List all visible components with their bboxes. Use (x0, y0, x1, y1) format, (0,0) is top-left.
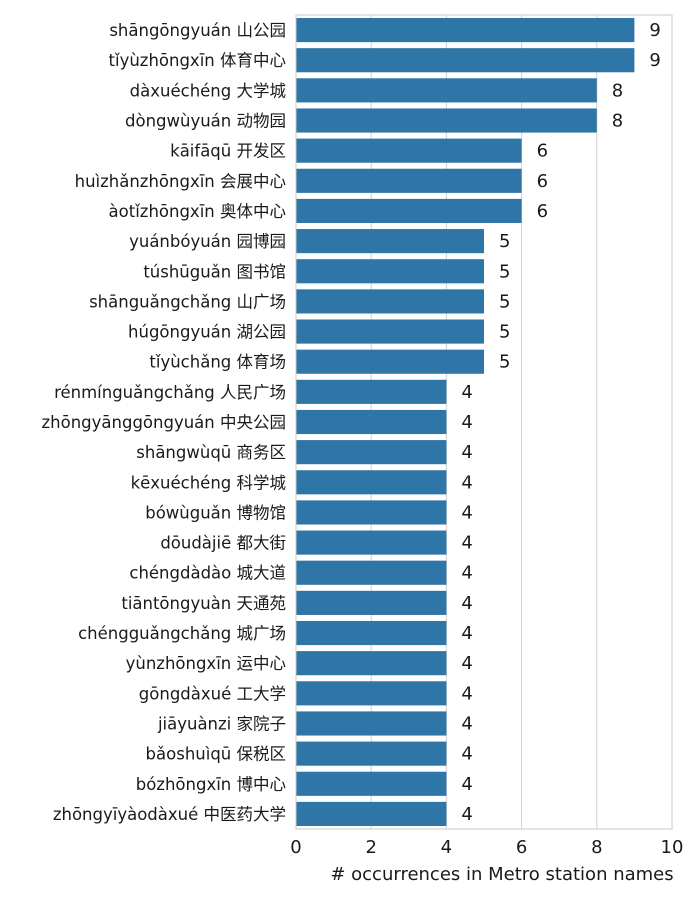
category-label: dàxuéchéng 大学城 (130, 81, 286, 100)
category-label: jiāyuànzi 家院子 (157, 714, 286, 733)
x-tick-label: 0 (290, 837, 301, 858)
x-tick-labels: 0 2 4 6 8 10 (290, 837, 683, 858)
category-label: túshūguǎn 图书馆 (143, 262, 286, 281)
value-label: 5 (499, 261, 510, 282)
category-label: bózhōngxīn 博中心 (136, 775, 286, 794)
bar (296, 741, 447, 766)
value-label: 4 (461, 653, 472, 674)
bar (296, 440, 447, 465)
value-label: 4 (461, 713, 472, 734)
category-label: tǐyùchǎng 体育场 (149, 353, 286, 372)
value-labels: 9 9 8 8 6 6 6 5 5 5 5 5 4 4 4 4 4 4 4 4 4 4 4 4 4 4 4 (461, 20, 660, 825)
plot-frame (295, 14, 673, 830)
value-label: 5 (499, 291, 510, 312)
category-label: kāifāqū 开发区 (170, 142, 286, 161)
value-label: 5 (499, 231, 510, 252)
value-label: 4 (461, 804, 472, 825)
category-label: shāngōngyuán 山公园 (109, 21, 286, 40)
bar (296, 379, 447, 404)
bar (296, 711, 447, 736)
category-label: chéngdàdào 城大道 (129, 564, 286, 583)
bar (296, 78, 597, 103)
value-label: 4 (461, 683, 472, 704)
category-label: bǎoshuìqū 保税区 (146, 745, 286, 764)
x-tick-label: 6 (516, 837, 527, 858)
category-label: gōngdàxué 工大学 (139, 684, 286, 703)
bar (296, 651, 447, 676)
value-label: 5 (499, 352, 510, 373)
value-label: 4 (461, 623, 472, 644)
category-labels: shāngōngyuán 山公园 tǐyùzhōngxīn 体育中心 dàxuéch… (42, 21, 287, 824)
bar (296, 259, 484, 284)
category-label: àotǐzhōngxīn 奥体中心 (109, 202, 286, 221)
bars (296, 18, 635, 826)
category-label: kēxuéchéng 科学城 (131, 473, 286, 492)
bar (296, 530, 447, 555)
category-label: shānguǎngchǎng 山广场 (89, 292, 286, 311)
category-label: tiāntōngyuàn 天通苑 (121, 594, 286, 613)
value-label: 6 (537, 201, 548, 222)
bar (296, 681, 447, 706)
value-label: 6 (537, 171, 548, 192)
value-label: 4 (461, 442, 472, 463)
category-label: dōudàjiē 都大街 (160, 534, 286, 553)
category-label: shāngwùqū 商务区 (136, 443, 286, 462)
category-label: huìzhǎnzhōngxīn 会展中心 (75, 172, 286, 191)
bar (296, 349, 484, 374)
value-label: 4 (461, 533, 472, 554)
bar (296, 470, 447, 495)
category-label: chéngguǎngchǎng 城广场 (78, 624, 286, 643)
value-label: 9 (649, 50, 660, 71)
bar (296, 108, 597, 133)
category-label: yuánbóyuán 园博园 (129, 232, 286, 251)
value-label: 5 (499, 322, 510, 343)
value-label: 4 (461, 563, 472, 584)
value-label: 6 (537, 141, 548, 162)
bar (296, 48, 635, 73)
bar (296, 409, 447, 435)
value-label: 8 (612, 111, 623, 132)
value-label: 9 (649, 20, 660, 41)
bar (296, 620, 447, 646)
value-label: 4 (461, 593, 472, 614)
x-axis-title: # occurrences in Metro station names (330, 864, 673, 885)
bar (296, 560, 447, 585)
bar (296, 801, 447, 826)
x-tick-label: 2 (365, 837, 376, 858)
bar (296, 18, 635, 43)
value-label: 4 (461, 382, 472, 403)
value-label: 4 (461, 744, 472, 765)
category-label: dòngwùyuán 动物园 (125, 112, 286, 131)
x-tick-label: 10 (661, 837, 684, 858)
value-label: 4 (461, 412, 472, 433)
x-tick-label: 4 (441, 837, 452, 858)
value-label: 4 (461, 472, 472, 493)
category-label: húgōngyuán 湖公园 (128, 323, 286, 342)
value-label: 8 (612, 80, 623, 101)
bar (296, 289, 484, 314)
value-label: 4 (461, 502, 472, 523)
bar (296, 319, 484, 344)
bar (296, 229, 484, 254)
bar (296, 168, 522, 193)
value-label: 4 (461, 774, 472, 795)
category-label: zhōngyīyàodàxué 中医药大学 (53, 805, 286, 824)
bar (296, 500, 447, 525)
bar (296, 198, 522, 224)
bar (296, 590, 447, 615)
category-label: rénmínguǎngchǎng 人民广场 (54, 383, 286, 402)
category-label: tǐyùzhōngxīn 体育中心 (109, 51, 286, 70)
category-label: yùnzhōngxīn 运中心 (126, 654, 286, 673)
x-tick-label: 8 (591, 837, 602, 858)
bar (296, 771, 447, 796)
category-label: zhōngyānggōngyuán 中央公园 (42, 413, 287, 432)
category-label: bówùguǎn 博物馆 (145, 503, 286, 522)
bar (296, 138, 522, 163)
